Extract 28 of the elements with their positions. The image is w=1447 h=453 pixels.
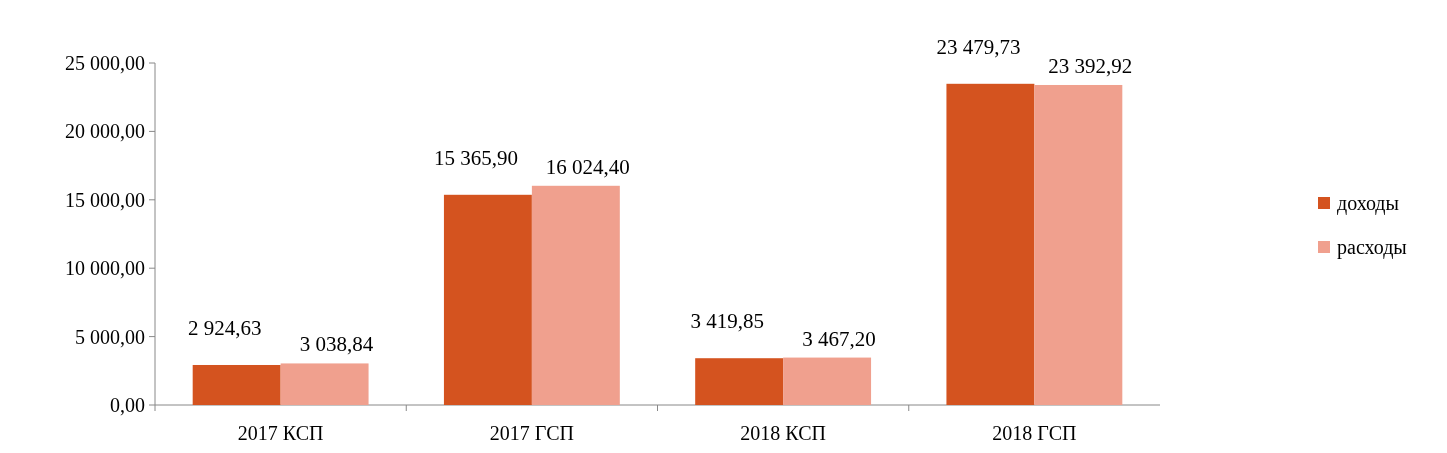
x-tick-label: 2018 ГСП bbox=[992, 422, 1077, 444]
legend-label: расходы bbox=[1337, 236, 1407, 259]
bar bbox=[695, 358, 784, 405]
x-tick-label: 2018 КСП bbox=[740, 422, 826, 444]
bar bbox=[531, 185, 620, 405]
data-label: 15 365,90 bbox=[433, 145, 518, 170]
y-tick-label: 25 000,00 bbox=[65, 52, 145, 74]
data-label: 23 479,73 bbox=[936, 34, 1021, 59]
data-label: 23 392,92 bbox=[1048, 53, 1133, 78]
y-tick-label: 20 000,00 bbox=[65, 120, 145, 143]
bar bbox=[280, 363, 369, 405]
bar bbox=[946, 83, 1035, 405]
bar bbox=[192, 364, 281, 405]
data-label: 2 924,63 bbox=[187, 315, 262, 340]
data-label: 3 038,84 bbox=[299, 332, 374, 357]
x-tick-label: 2017 КСП bbox=[237, 422, 324, 444]
y-tick-label: 10 000,00 bbox=[65, 257, 145, 280]
bar bbox=[443, 194, 532, 405]
x-tick-label: 2017 ГСП bbox=[489, 422, 574, 444]
data-label: 16 024,40 bbox=[545, 154, 630, 179]
y-tick-label: 15 000,00 bbox=[65, 188, 145, 211]
y-tick-label: 5 000,00 bbox=[75, 325, 145, 348]
bar bbox=[783, 357, 872, 405]
bar bbox=[1034, 84, 1123, 405]
data-label: 3 467,20 bbox=[802, 326, 876, 351]
legend-label: доходы bbox=[1337, 192, 1399, 215]
y-tick-label: 0,00 bbox=[110, 394, 145, 416]
data-label: 3 419,85 bbox=[690, 309, 764, 334]
